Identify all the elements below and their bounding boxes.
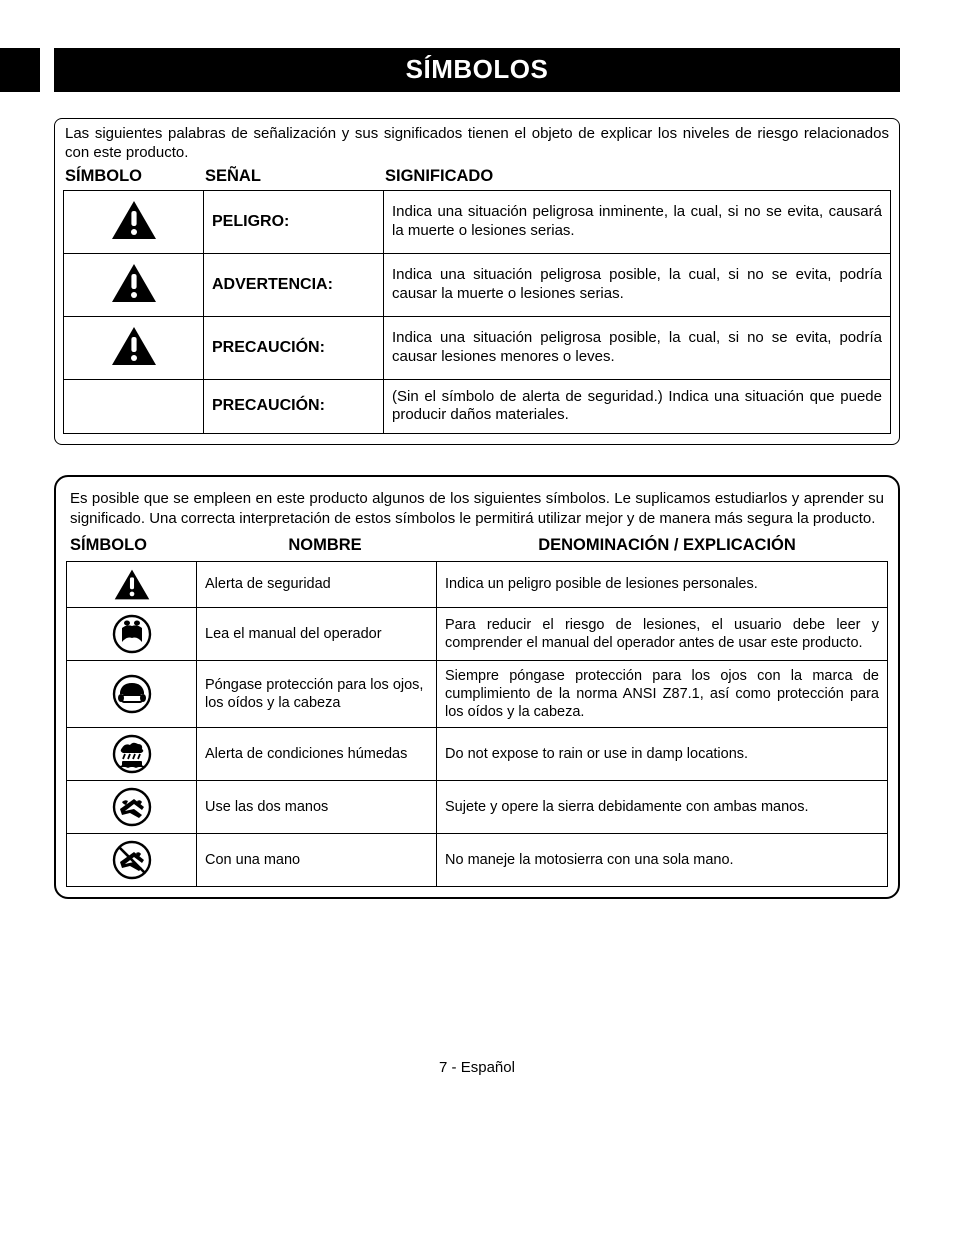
signal-desc: Indica una situación peligrosa posible, … [384, 253, 891, 316]
signal-icon-cell [64, 190, 204, 253]
signal-icon-cell [64, 253, 204, 316]
sym-name: Póngase protección para los ojos, los oí… [197, 661, 437, 728]
sym-expl: Do not expose to rain or use in damp loc… [437, 728, 888, 781]
two-hands-icon [112, 799, 152, 815]
signal-icon-cell [64, 316, 204, 379]
alert-icon [113, 576, 151, 592]
sym-icon-cell [67, 608, 197, 661]
table-row: Con una mano No maneje la motosierra con… [67, 834, 888, 887]
intro-text-1: Las siguientes palabras de señalización … [63, 125, 891, 165]
signal-table: PELIGRO: Indica una situación peligrosa … [63, 190, 891, 435]
symbol-header-row: SÍMBOLO NOMBRE DENOMINACIÓN / EXPLICACIÓ… [66, 534, 888, 561]
hdr-senal: SEÑAL [205, 167, 385, 186]
sym-name: Alerta de condiciones húmedas [197, 728, 437, 781]
page-footer: 7 - Español [54, 1059, 900, 1076]
sym-icon-cell [67, 834, 197, 887]
table-row: Use las dos manos Sujete y opere la sier… [67, 781, 888, 834]
table-row: Alerta de condiciones húmedas Do not exp… [67, 728, 888, 781]
signal-label: ADVERTENCIA: [204, 253, 384, 316]
signal-header-row: SÍMBOLO SEÑAL SIGNIFICADO [63, 165, 891, 190]
table-row: Alerta de seguridad Indica un peligro po… [67, 562, 888, 608]
sym-icon-cell [67, 728, 197, 781]
signal-desc: Indica una situación peligrosa inminente… [384, 190, 891, 253]
sym-icon-cell [67, 562, 197, 608]
sym-expl: Sujete y opere la sierra debidamente con… [437, 781, 888, 834]
alert-icon [110, 199, 158, 241]
sym-name: Alerta de seguridad [197, 562, 437, 608]
page-title: SÍMBOLOS [406, 54, 549, 84]
table-row: PRECAUCIÓN: (Sin el símbolo de alerta de… [64, 379, 891, 434]
table-row: Póngase protección para los ojos, los oí… [67, 661, 888, 728]
hdr-significado: SIGNIFICADO [385, 167, 889, 186]
intro-text-2: Es posible que se empleen en este produc… [66, 487, 888, 534]
hdr-simbolo: SÍMBOLO [65, 167, 205, 186]
sym-name: Con una mano [197, 834, 437, 887]
signal-label: PRECAUCIÓN: [204, 316, 384, 379]
alert-icon [110, 262, 158, 304]
sym-name: Use las dos manos [197, 781, 437, 834]
one-hand-prohibited-icon [112, 852, 152, 868]
signal-desc: Indica una situación peligrosa posible, … [384, 316, 891, 379]
signal-words-box: Las siguientes palabras de señalización … [54, 118, 900, 445]
table-row: ADVERTENCIA: Indica una situación peligr… [64, 253, 891, 316]
sym-icon-cell [67, 781, 197, 834]
read-manual-icon [112, 626, 152, 642]
signal-label: PELIGRO: [204, 190, 384, 253]
wet-conditions-icon [112, 746, 152, 762]
hdr2-explicacion: DENOMINACIÓN / EXPLICACIÓN [450, 536, 884, 555]
signal-label: PRECAUCIÓN: [204, 379, 384, 434]
hdr2-nombre: NOMBRE [200, 536, 450, 555]
alert-icon [110, 325, 158, 367]
table-row: PRECAUCIÓN: Indica una situación peligro… [64, 316, 891, 379]
signal-desc: (Sin el símbolo de alerta de seguridad.)… [384, 379, 891, 434]
sym-name: Lea el manual del operador [197, 608, 437, 661]
symbol-table: Alerta de seguridad Indica un peligro po… [66, 561, 888, 887]
sym-expl: Para reducir el riesgo de lesiones, el u… [437, 608, 888, 661]
hdr2-simbolo: SÍMBOLO [70, 536, 200, 555]
sym-expl: Siempre póngase protección para los ojos… [437, 661, 888, 728]
sym-expl: Indica un peligro posible de lesiones pe… [437, 562, 888, 608]
table-row: PELIGRO: Indica una situación peligrosa … [64, 190, 891, 253]
symbol-definitions-box: Es posible que se empleen en este produc… [54, 475, 900, 899]
page-title-bar: SÍMBOLOS [54, 48, 900, 92]
signal-icon-cell [64, 379, 204, 434]
sym-expl: No maneje la motosierra con una sola man… [437, 834, 888, 887]
sym-icon-cell [67, 661, 197, 728]
table-row: Lea el manual del operador Para reducir … [67, 608, 888, 661]
eye-ear-head-protection-icon [112, 686, 152, 702]
